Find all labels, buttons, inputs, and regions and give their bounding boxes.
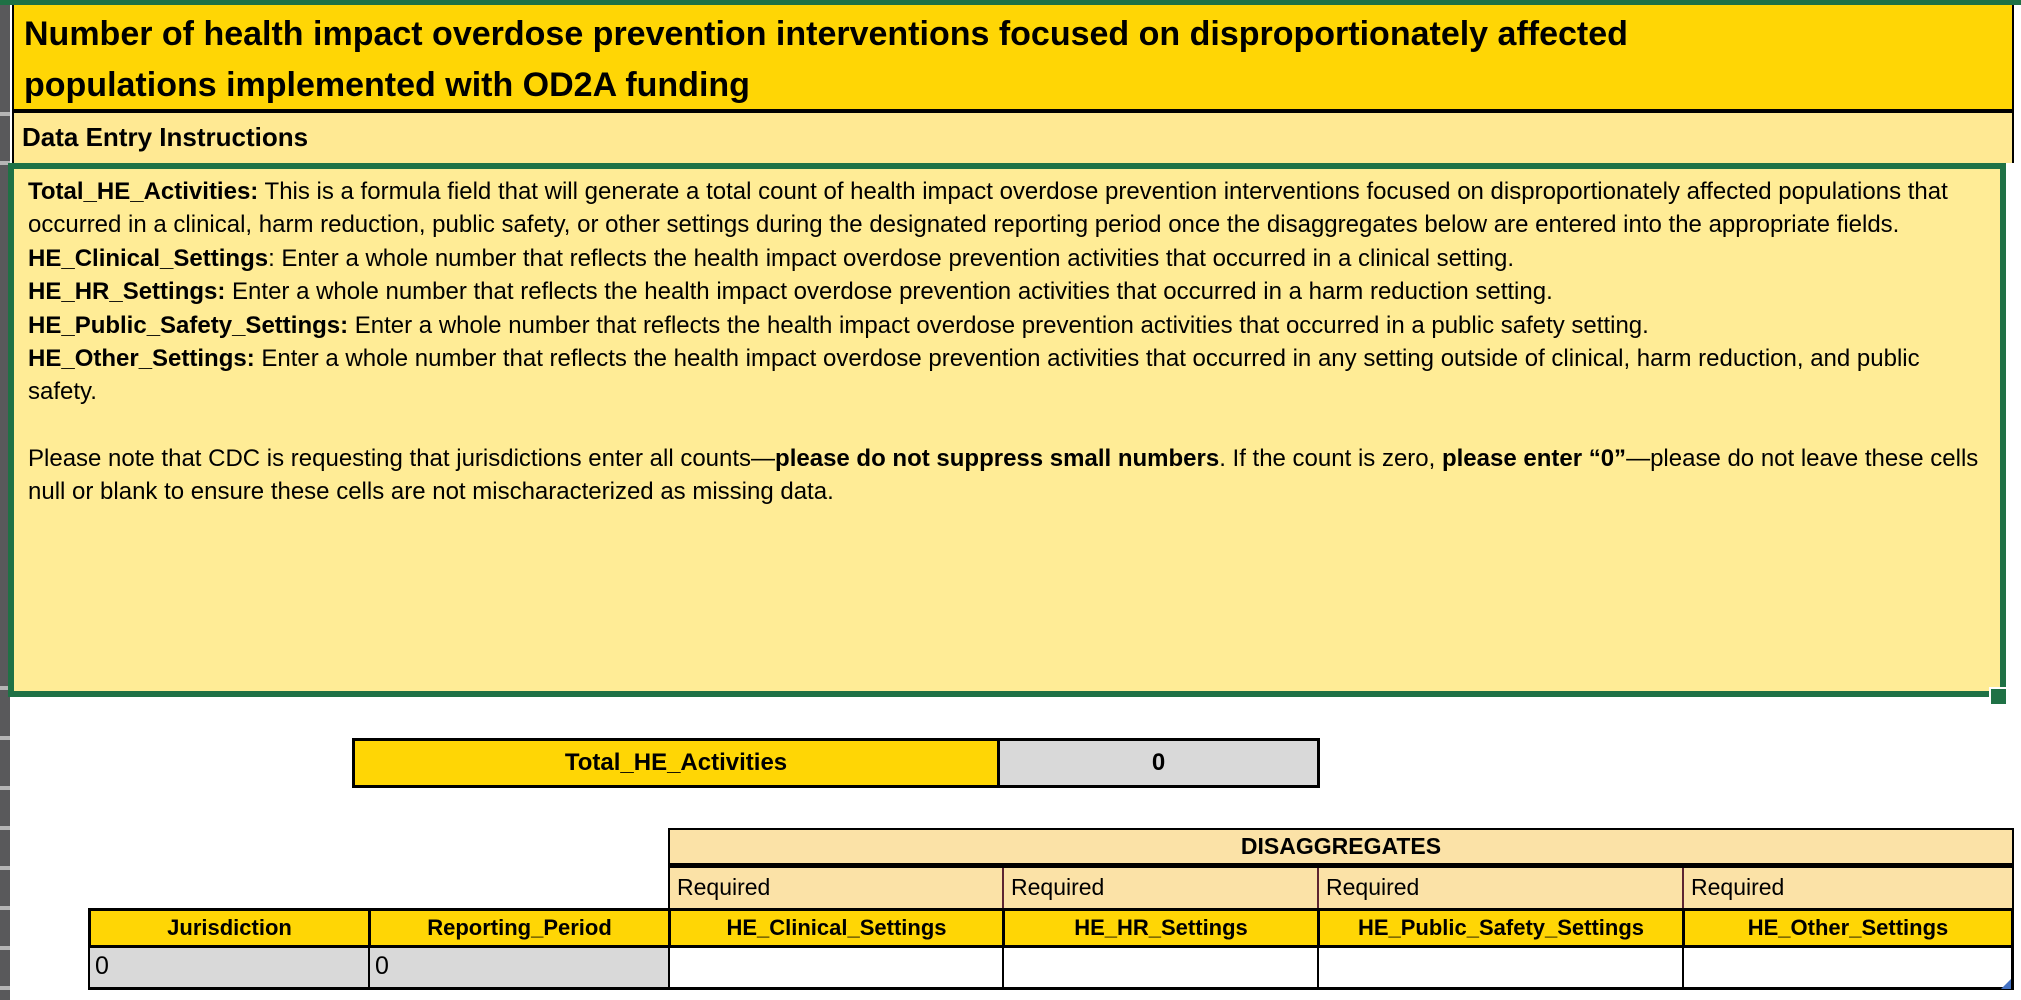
required-cell-public-safety: Required	[1317, 868, 1682, 908]
disaggregates-header-cell: DISAGGREGATES	[668, 828, 2014, 868]
column-header-he-public-safety-settings: HE_Public_Safety_Settings	[1317, 908, 1682, 948]
instruction-public-safety: HE_Public_Safety_Settings: Enter a whole…	[28, 309, 1986, 342]
instruction-public-safety-text: Enter a whole number that reflects the h…	[348, 311, 1649, 339]
title-line-2: populations implemented with OD2A fundin…	[24, 66, 750, 104]
he-hr-settings-entry-cell[interactable]	[1002, 948, 1317, 990]
he-clinical-settings-entry-cell[interactable]	[668, 948, 1002, 990]
he-public-safety-settings-entry-cell[interactable]	[1317, 948, 1682, 990]
section-header-cell: Data Entry Instructions	[12, 113, 2014, 163]
blank-line	[28, 409, 1986, 442]
column-header-he-clinical-settings: HE_Clinical_Settings	[668, 908, 1002, 948]
he-other-settings-entry-cell[interactable]	[1682, 948, 2014, 990]
column-header-reporting-period: Reporting_Period	[368, 908, 668, 948]
top-green-border	[0, 0, 2021, 5]
column-header-jurisdiction: Jurisdiction	[88, 908, 368, 948]
instruction-clinical-text: : Enter a whole number that reflects the…	[268, 244, 1515, 272]
total-he-activities-value-cell[interactable]: 0	[1000, 738, 1320, 788]
instruction-hr: HE_HR_Settings: Enter a whole number tha…	[28, 275, 1986, 308]
section-header-label: Data Entry Instructions	[22, 122, 309, 152]
column-header-he-other-settings: HE_Other_Settings	[1682, 908, 2014, 948]
instruction-other: HE_Other_Settings: Enter a whole number …	[28, 342, 1986, 409]
column-header-he-hr-settings: HE_HR_Settings	[1002, 908, 1317, 948]
note-bold-1: please do not suppress small numbers	[775, 444, 1220, 472]
instruction-public-safety-term: HE_Public_Safety_Settings:	[28, 311, 349, 339]
instruction-total: Total_HE_Activities: This is a formula f…	[28, 175, 1986, 242]
total-he-activities-label-cell: Total_HE_Activities	[352, 738, 1000, 788]
instruction-clinical-term: HE_Clinical_Settings	[28, 244, 269, 272]
jurisdiction-entry-cell[interactable]: 0	[88, 948, 368, 990]
note-text-2: . If the count is zero,	[1219, 444, 1442, 472]
reporting-period-entry-cell[interactable]: 0	[368, 948, 668, 990]
note-text-3: —please do not leave these cells null or…	[28, 444, 1979, 506]
instruction-clinical: HE_Clinical_Settings: Enter a whole numb…	[28, 242, 1986, 275]
title-line-1: Number of health impact overdose prevent…	[24, 15, 1628, 53]
instruction-note: Please note that CDC is requesting that …	[28, 442, 1986, 509]
instruction-hr-term: HE_HR_Settings:	[28, 278, 226, 306]
instruction-total-text: This is a formula field that will genera…	[28, 178, 1948, 239]
note-text-1: Please note that CDC is requesting that …	[28, 444, 776, 472]
instruction-total-term: Total_HE_Activities:	[28, 178, 259, 205]
instruction-hr-text: Enter a whole number that reflects the h…	[225, 278, 1553, 306]
required-cell-other: Required	[1682, 868, 2014, 908]
note-bold-2: please enter “0”	[1441, 444, 1627, 472]
instruction-other-term: HE_Other_Settings:	[28, 345, 255, 373]
title-cell: Number of health impact overdose prevent…	[12, 5, 2014, 113]
required-cell-clinical: Required	[668, 868, 1002, 908]
instructions-box: Total_HE_Activities: This is a formula f…	[8, 163, 2006, 697]
instruction-other-text: Enter a whole number that reflects the h…	[28, 345, 1920, 406]
cell-corner-marker-icon	[2001, 979, 2011, 989]
selection-fill-handle[interactable]	[1989, 687, 2008, 706]
required-cell-hr: Required	[1002, 868, 1317, 908]
row-header-strip[interactable]	[0, 0, 10, 1000]
